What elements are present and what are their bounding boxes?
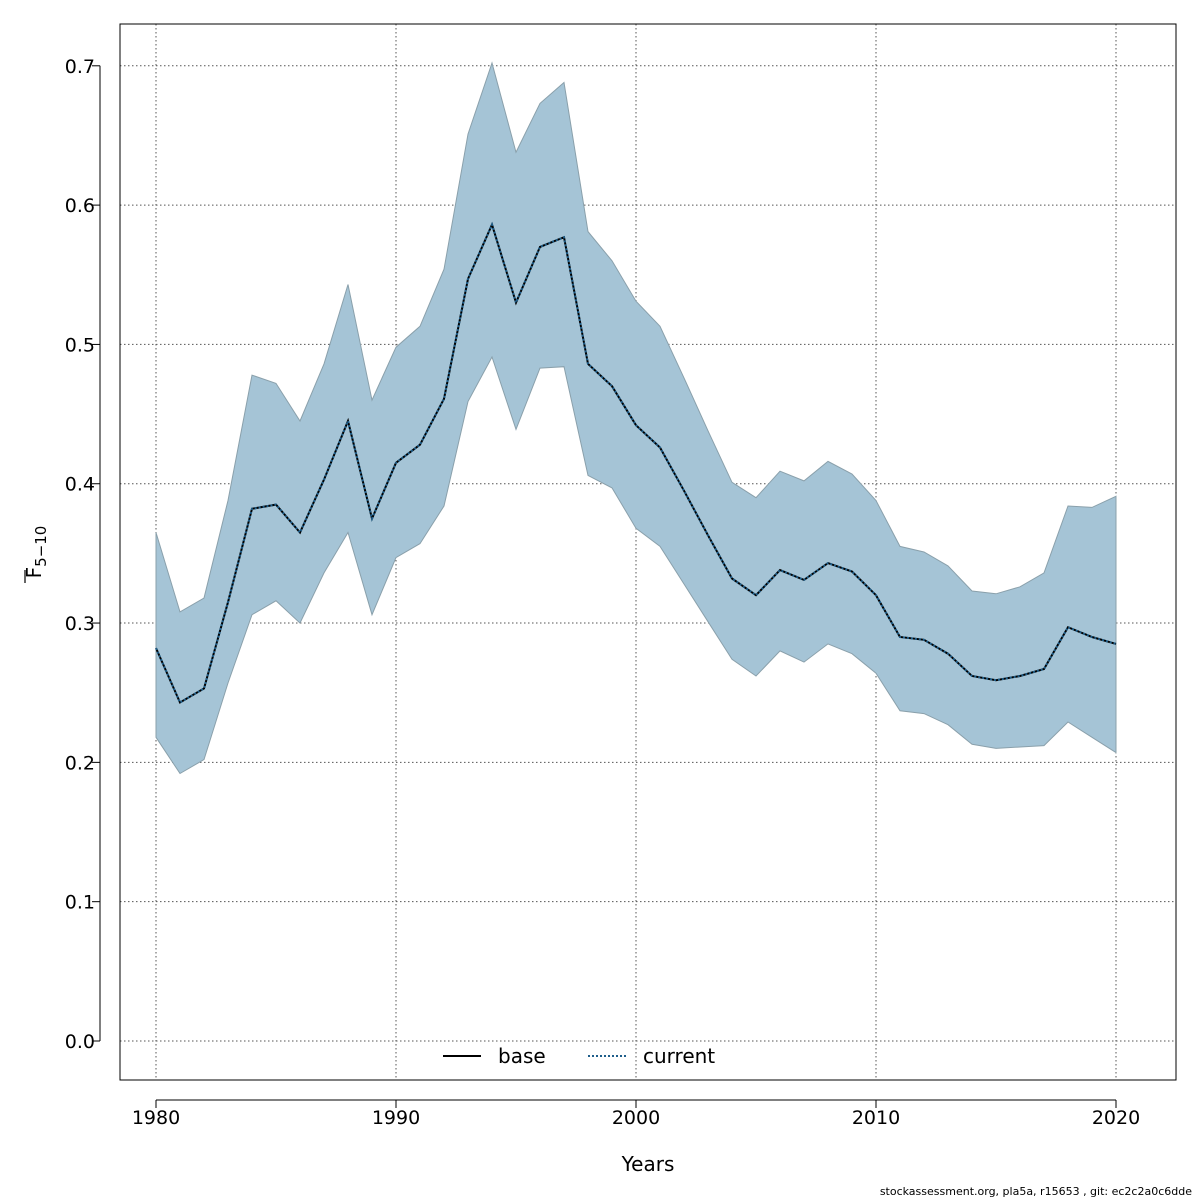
x-tick-label-2010: 2010 [852,1107,900,1129]
y-axis-title-subscript: 5−10 [32,526,50,567]
series-line-current [155,221,1117,704]
y-tick-label-0.6: 0.6 [65,195,95,217]
x-axis-title: Years [621,1152,675,1176]
y-tick-label-0.7: 0.7 [65,56,95,78]
legend: base current [443,1044,715,1068]
legend-label-current: current [643,1044,715,1068]
x-tick-label-1990: 1990 [372,1107,420,1129]
x-tick-label-1980: 1980 [132,1107,180,1129]
plot-frame [119,23,1177,1081]
x-tick-label-2020: 2020 [1092,1107,1140,1129]
footnote: stockassessment.org, pla5a, r15653 , git… [879,1185,1192,1198]
y-tick-label-0.5: 0.5 [65,334,95,356]
y-tick-label-0.2: 0.2 [65,752,95,774]
svg-text:F5−10: F5−10 [22,526,50,579]
y-tick-label-0.1: 0.1 [65,892,95,914]
x-tick-label-2000: 2000 [612,1107,660,1129]
y-axis-title: F5−10 [22,526,50,583]
y-tick-label-0.0: 0.0 [65,1031,95,1053]
y-tick-label-0.4: 0.4 [65,474,95,496]
y-axis-title-main: F [22,567,46,579]
confidence-band [155,61,1117,775]
axes: 1980 1990 2000 2010 2020 0.0 0.1 0.2 0.3 0.4 0.5 0.… [65,56,1140,1129]
y-tick-label-0.3: 0.3 [65,613,95,635]
legend-label-base: base [498,1044,546,1068]
